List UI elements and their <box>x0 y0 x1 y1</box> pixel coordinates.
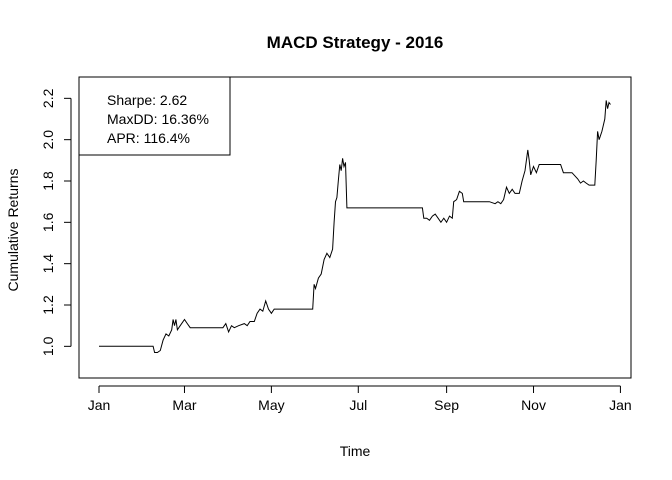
cumulative-returns-line <box>99 100 611 353</box>
x-tick-label: Jan <box>88 397 111 413</box>
y-tick-label: 1.2 <box>40 295 56 315</box>
y-tick-label: 1.0 <box>40 336 56 356</box>
y-tick-label: 1.4 <box>40 254 56 274</box>
x-tick-label: Jul <box>349 397 367 413</box>
y-axis-label: Cumulative Returns <box>5 169 21 292</box>
y-tick-label: 1.8 <box>40 171 56 191</box>
x-axis-label: Time <box>340 443 371 459</box>
legend-sharpe: Sharpe: 2.62 <box>107 92 187 108</box>
plot-frame <box>78 76 632 379</box>
y-axis: 1.0 1.2 1.4 1.6 1.8 2.0 2.2 <box>40 88 72 356</box>
stats-legend: Sharpe: 2.62 MaxDD: 16.36% APR: 116.4% <box>78 76 231 156</box>
x-tick-label: Mar <box>172 397 196 413</box>
y-tick-label: 2.2 <box>40 88 56 108</box>
y-tick-label: 2.0 <box>40 130 56 150</box>
legend-maxdd: MaxDD: 16.36% <box>107 111 209 127</box>
x-tick-label: Sep <box>434 397 459 413</box>
legend-box <box>78 76 231 156</box>
chart-title: MACD Strategy - 2016 <box>267 33 444 52</box>
legend-apr: APR: 116.4% <box>107 130 190 146</box>
x-tick-label: Nov <box>521 397 546 413</box>
y-tick-label: 1.6 <box>40 212 56 232</box>
x-axis: Jan Mar May Jul Sep Nov Jan <box>88 385 632 413</box>
x-tick-label: May <box>258 397 284 413</box>
x-tick-label: Jan <box>609 397 632 413</box>
